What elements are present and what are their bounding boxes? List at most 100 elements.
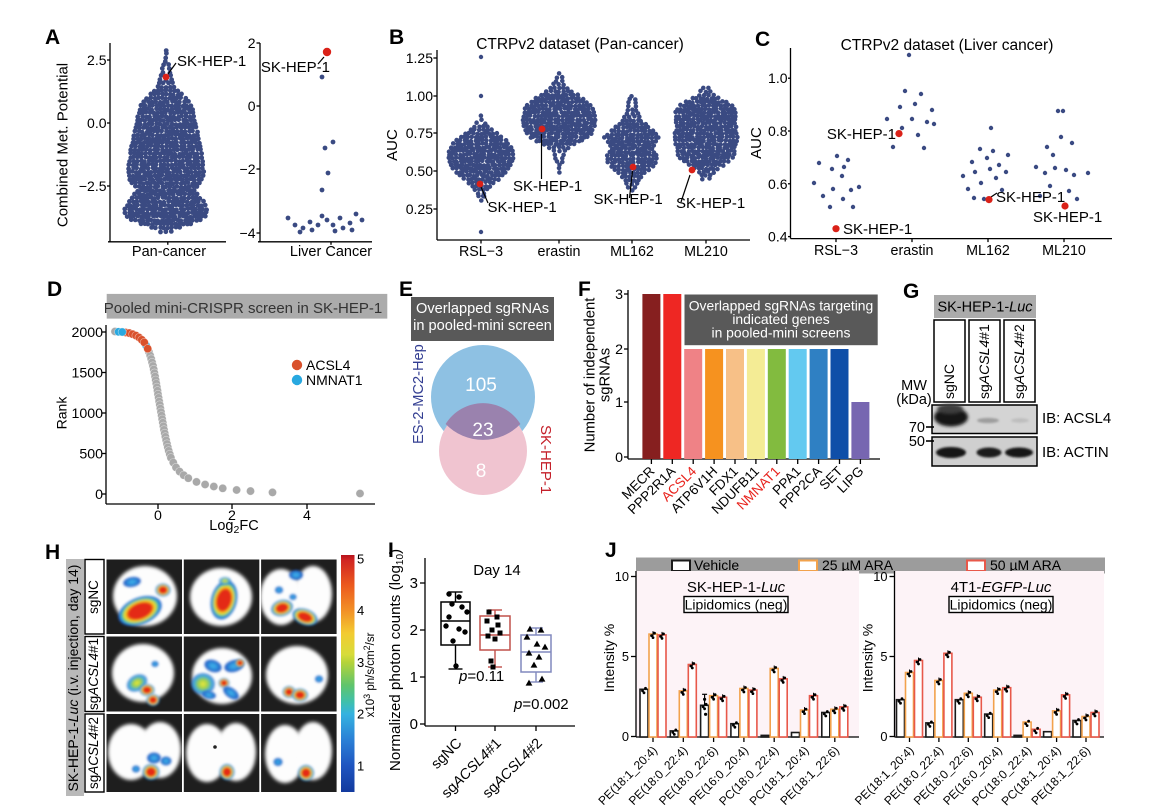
svg-text:1.00: 1.00	[406, 88, 433, 104]
svg-text:0: 0	[622, 729, 629, 744]
svg-text:ML210: ML210	[684, 244, 728, 260]
svg-text:−2.5: −2.5	[79, 178, 107, 194]
svg-text:Combined Met. Potential: Combined Met. Potential	[55, 63, 72, 227]
svg-text:CTRPv2 dataset (Liver cancer): CTRPv2 dataset (Liver cancer)	[841, 37, 1054, 54]
svg-text:C: C	[755, 28, 770, 51]
svg-text:4T1-EGFP-Luc: 4T1-EGFP-Luc	[951, 579, 1052, 596]
svg-text:2.5: 2.5	[87, 52, 107, 68]
svg-text:4: 4	[357, 603, 364, 618]
svg-text:MW: MW	[901, 378, 927, 394]
svg-text:3: 3	[357, 655, 364, 670]
svg-text:erastin: erastin	[538, 244, 581, 260]
svg-text:p=0.002: p=0.002	[513, 696, 569, 713]
svg-text:p=0.11: p=0.11	[458, 668, 504, 685]
svg-text:in pooled-mini screens: in pooled-mini screens	[712, 325, 851, 341]
svg-text:SK-HEP-1-Luc: SK-HEP-1-Luc	[687, 579, 786, 596]
svg-text:2: 2	[228, 508, 236, 524]
svg-text:0.8: 0.8	[768, 123, 788, 139]
svg-text:D: D	[47, 278, 62, 301]
svg-text:RSL−3: RSL−3	[814, 243, 858, 259]
svg-text:ML210: ML210	[1042, 243, 1086, 259]
svg-text:1500: 1500	[71, 366, 103, 382]
svg-text:1: 1	[615, 395, 623, 411]
svg-text:Liver Cancer: Liver Cancer	[290, 244, 372, 260]
svg-text:sgACSL4#2: sgACSL4#2	[86, 717, 101, 789]
svg-text:2000: 2000	[71, 325, 103, 341]
svg-text:Overlapped sgRNAs targeting: Overlapped sgRNAs targeting	[689, 298, 874, 314]
svg-text:H: H	[45, 541, 60, 564]
svg-text:SK-HEP-1: SK-HEP-1	[1033, 209, 1102, 226]
svg-text:sgACSL4#1: sgACSL4#1	[86, 638, 101, 710]
svg-text:2: 2	[615, 342, 623, 358]
svg-text:IB: ACTIN: IB: ACTIN	[1042, 444, 1109, 461]
svg-text:10: 10	[615, 569, 629, 584]
svg-text:5: 5	[880, 649, 887, 664]
svg-text:Lipidomics (neg): Lipidomics (neg)	[685, 597, 788, 613]
svg-text:Pooled mini-CRISPR screen in S: Pooled mini-CRISPR screen in SK-HEP-1	[104, 300, 382, 317]
svg-text:Day 14: Day 14	[473, 562, 521, 579]
svg-text:ML162: ML162	[966, 243, 1010, 259]
svg-text:5: 5	[622, 649, 629, 664]
svg-text:A: A	[45, 26, 60, 49]
svg-text:SK-HEP-1: SK-HEP-1	[676, 195, 745, 212]
svg-text:indicated genes: indicated genes	[732, 311, 829, 327]
svg-text:SK-HEP-1: SK-HEP-1	[261, 59, 330, 76]
svg-text:0: 0	[410, 716, 418, 733]
svg-text:(kDa): (kDa)	[896, 392, 931, 408]
svg-text:2: 2	[410, 622, 418, 639]
svg-text:SK-HEP-1: SK-HEP-1	[843, 221, 912, 238]
svg-text:AUC: AUC	[748, 127, 765, 159]
svg-text:ML162: ML162	[610, 244, 654, 260]
svg-text:E: E	[399, 278, 413, 301]
svg-text:IB: ACSL4: IB: ACSL4	[1042, 410, 1111, 427]
svg-text:2: 2	[357, 707, 364, 722]
svg-text:SK-HEP-1: SK-HEP-1	[513, 178, 582, 195]
svg-text:sgNC: sgNC	[86, 580, 101, 614]
svg-text:10: 10	[873, 569, 887, 584]
svg-text:sgACSL4#1: sgACSL4#1	[976, 324, 992, 399]
svg-text:3: 3	[410, 575, 418, 592]
svg-text:G: G	[903, 280, 919, 303]
svg-text:SK-HEP-1: SK-HEP-1	[537, 425, 554, 494]
svg-text:sgACSL4#2: sgACSL4#2	[1011, 324, 1027, 399]
svg-text:Intensity %: Intensity %	[860, 624, 876, 692]
svg-text:25 µM ARA: 25 µM ARA	[822, 557, 894, 573]
svg-text:I: I	[388, 539, 394, 562]
svg-text:1000: 1000	[71, 406, 103, 422]
svg-text:CTRPv2 dataset (Pan-cancer): CTRPv2 dataset (Pan-cancer)	[476, 36, 684, 53]
svg-text:erastin: erastin	[891, 243, 934, 259]
svg-text:J: J	[605, 539, 617, 562]
svg-text:0: 0	[154, 508, 162, 524]
svg-text:−4: −4	[240, 225, 256, 241]
svg-text:SK-HEP-1: SK-HEP-1	[827, 126, 896, 143]
svg-text:0.4: 0.4	[768, 229, 788, 245]
svg-text:sgRNAs: sgRNAs	[598, 348, 614, 402]
svg-text:−2: −2	[240, 161, 256, 177]
svg-text:4: 4	[303, 508, 311, 524]
svg-text:50: 50	[909, 434, 925, 450]
svg-text:SK-HEP-1: SK-HEP-1	[177, 53, 246, 70]
svg-text:1.25: 1.25	[406, 50, 433, 66]
svg-text:ACSL4: ACSL4	[306, 357, 351, 373]
svg-text:0.0: 0.0	[87, 115, 107, 131]
svg-text:in pooled-mini screen: in pooled-mini screen	[413, 318, 552, 334]
svg-text:23: 23	[472, 420, 493, 441]
svg-text:0: 0	[248, 98, 256, 114]
svg-text:3: 3	[615, 287, 623, 303]
svg-text:8: 8	[476, 461, 487, 482]
svg-text:0.25: 0.25	[406, 201, 433, 217]
svg-text:SK-HEP-1-Luc: SK-HEP-1-Luc	[937, 300, 1033, 316]
svg-text:AUC: AUC	[384, 129, 401, 161]
svg-text:5: 5	[357, 552, 364, 567]
svg-text:Log2FC: Log2FC	[209, 518, 258, 536]
svg-text:SK-HEP-1: SK-HEP-1	[996, 189, 1065, 206]
svg-text:1: 1	[357, 758, 364, 773]
svg-text:ES-2-MC2-Hep: ES-2-MC2-Hep	[411, 344, 427, 444]
svg-text:0: 0	[880, 729, 887, 744]
svg-text:50 µM ARA: 50 µM ARA	[990, 557, 1062, 573]
svg-text:Normalized photon counts (log1: Normalized photon counts (log10)	[387, 549, 406, 771]
svg-text:0.75: 0.75	[406, 125, 433, 141]
svg-text:SK-HEP-1-Luc (i.v. injection,: SK-HEP-1-Luc (i.v. injection, day 14)	[65, 565, 81, 792]
svg-text:F: F	[578, 278, 591, 301]
svg-text:Number of independent: Number of independent	[583, 298, 599, 453]
